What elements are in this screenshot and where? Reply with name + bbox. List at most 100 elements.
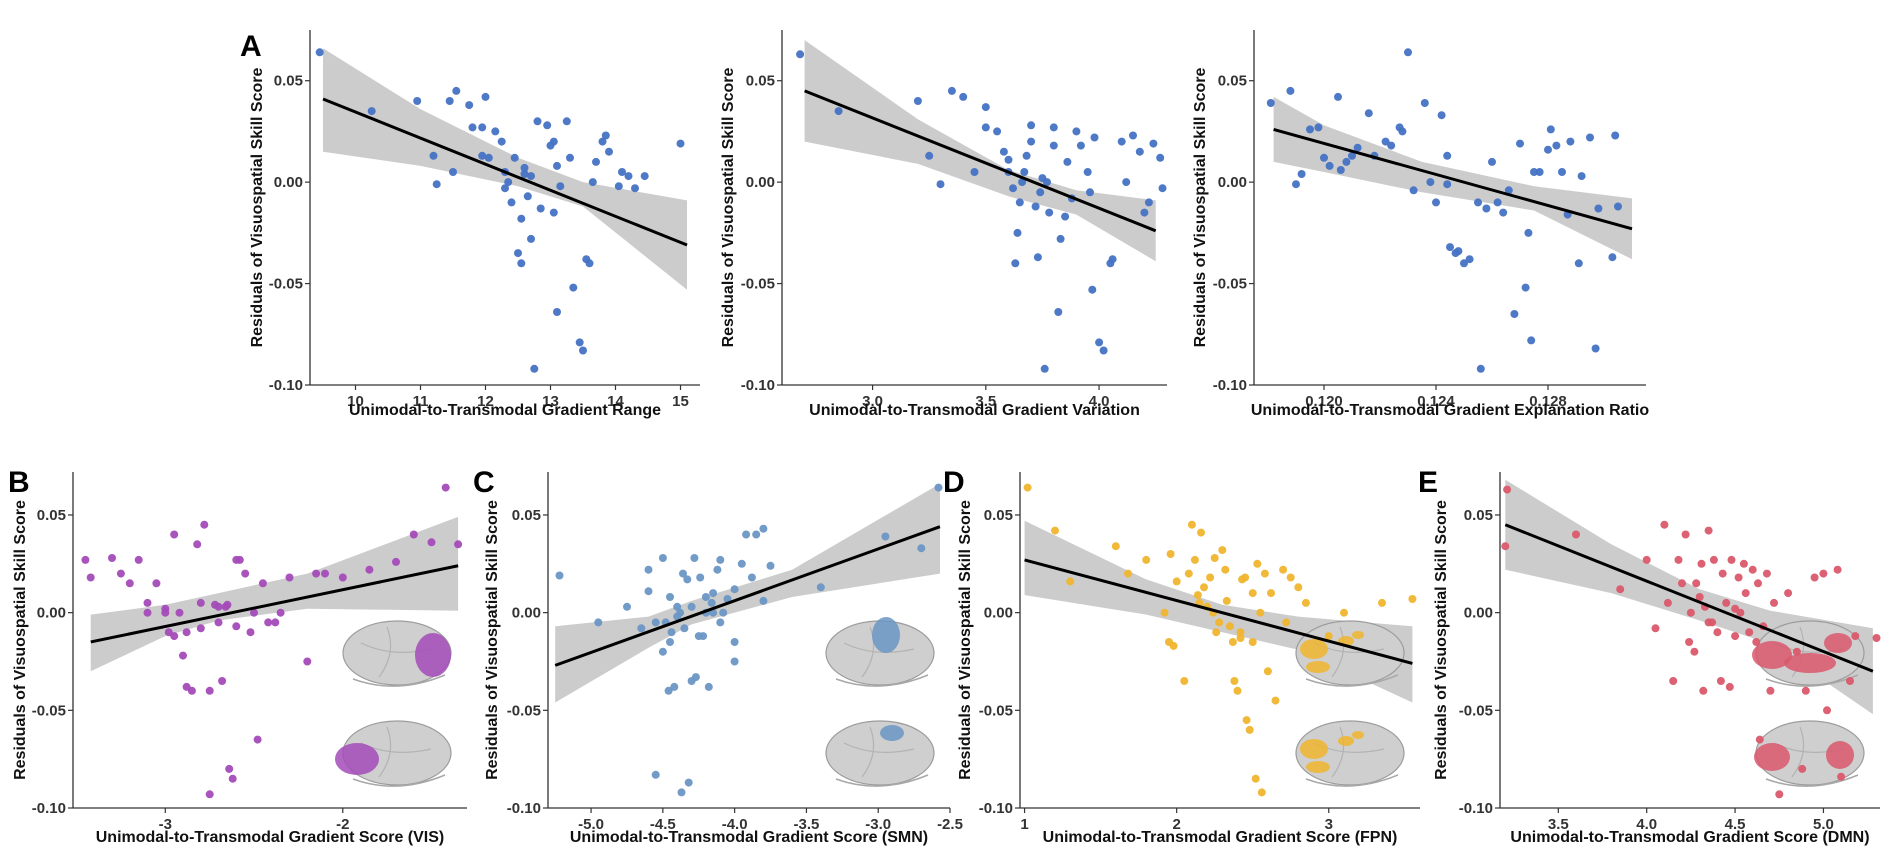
data-point bbox=[1591, 344, 1600, 353]
data-point bbox=[1251, 774, 1260, 783]
data-point bbox=[196, 624, 205, 633]
panel-4: 0.05 0.00 -0.05 -0.10 -3 -2Unimodal-to-Transm… bbox=[8, 466, 467, 846]
data-point bbox=[1045, 208, 1054, 217]
data-point bbox=[1504, 186, 1513, 195]
data-point bbox=[1404, 48, 1412, 57]
data-point bbox=[1140, 208, 1149, 217]
data-point bbox=[1256, 608, 1265, 617]
data-point bbox=[1225, 622, 1234, 631]
data-point bbox=[1681, 530, 1690, 539]
data-point bbox=[752, 530, 761, 539]
data-point bbox=[1122, 178, 1131, 187]
data-point bbox=[1398, 127, 1407, 136]
y-tick-label: 0.00 bbox=[512, 605, 541, 622]
data-point bbox=[429, 151, 438, 160]
data-point bbox=[468, 123, 477, 132]
brain-lateral-view bbox=[825, 617, 935, 687]
data-point bbox=[253, 735, 262, 744]
data-point bbox=[1770, 598, 1778, 607]
sulcus-line bbox=[1791, 626, 1805, 678]
data-point bbox=[644, 587, 653, 596]
data-point bbox=[1488, 157, 1496, 166]
x-tick-label: 3.0 bbox=[862, 393, 883, 410]
data-point bbox=[816, 583, 825, 592]
x-tick-label: 4.5 bbox=[1725, 816, 1746, 833]
data-point bbox=[1086, 188, 1094, 197]
data-point bbox=[533, 117, 542, 126]
data-point bbox=[677, 788, 686, 797]
data-point bbox=[1156, 153, 1165, 162]
data-point bbox=[1236, 634, 1245, 642]
data-point bbox=[1180, 677, 1189, 685]
data-point bbox=[465, 101, 474, 110]
panel-6: 0.05 0.00 -0.05 -0.10 1 2 3Unimodal-to-Transmo… bbox=[943, 466, 1420, 846]
data-point bbox=[1851, 632, 1860, 641]
panel-2: 0.05 0.00 -0.05 -0.10 3.0 3.5 4.0Unimodal-to-T… bbox=[720, 30, 1167, 419]
x-tick-label: 5.0 bbox=[1813, 816, 1834, 833]
data-point bbox=[1754, 579, 1762, 588]
data-point bbox=[687, 602, 696, 611]
data-point bbox=[312, 569, 321, 578]
data-point bbox=[1222, 596, 1231, 605]
y-tick-label: -0.05 bbox=[507, 702, 541, 719]
cerebellum-line bbox=[835, 774, 929, 787]
data-point bbox=[1043, 178, 1051, 187]
data-point bbox=[1713, 628, 1722, 637]
data-point bbox=[1727, 555, 1736, 564]
data-point bbox=[1692, 579, 1701, 588]
data-point bbox=[1286, 86, 1295, 95]
data-point bbox=[1387, 141, 1396, 150]
data-point bbox=[1741, 589, 1750, 598]
data-point bbox=[1233, 686, 1242, 695]
cerebellum-line bbox=[835, 674, 929, 687]
data-point bbox=[737, 559, 746, 568]
data-point bbox=[1614, 202, 1622, 211]
data-point bbox=[579, 346, 587, 355]
data-point bbox=[1704, 618, 1713, 627]
data-point bbox=[1745, 628, 1754, 637]
data-point bbox=[1437, 111, 1446, 120]
data-point bbox=[1129, 131, 1137, 140]
x-axis-title: Unimodal-to-Transmodal Gradient Score (F… bbox=[1043, 829, 1398, 846]
data-point bbox=[478, 151, 487, 160]
data-point bbox=[575, 338, 584, 347]
data-point bbox=[452, 86, 461, 95]
y-tick-label: -0.10 bbox=[507, 800, 541, 817]
data-point bbox=[1248, 638, 1257, 646]
data-point bbox=[673, 612, 682, 621]
y-tick-label: -0.05 bbox=[1213, 276, 1247, 293]
x-tick-label: 1 bbox=[1020, 816, 1028, 833]
data-point bbox=[666, 593, 674, 601]
data-point bbox=[1066, 577, 1075, 586]
data-point bbox=[205, 790, 214, 799]
data-point bbox=[1241, 573, 1250, 582]
data-point bbox=[514, 249, 522, 258]
data-point bbox=[730, 585, 739, 594]
data-point bbox=[187, 686, 196, 695]
data-point bbox=[1206, 573, 1215, 582]
data-point bbox=[1566, 137, 1575, 146]
data-point bbox=[1282, 618, 1291, 627]
data-point bbox=[585, 259, 594, 268]
data-point bbox=[549, 208, 558, 217]
data-point bbox=[1144, 198, 1153, 207]
data-point bbox=[1292, 180, 1300, 189]
data-point bbox=[427, 538, 436, 547]
data-point bbox=[658, 647, 667, 656]
data-point bbox=[713, 565, 722, 574]
brain-lateral-view bbox=[1295, 620, 1405, 687]
data-point bbox=[179, 651, 187, 660]
y-tick-label: -0.05 bbox=[1459, 702, 1493, 719]
y-axis-title: Residuals of Visuospatial Skill Score bbox=[720, 68, 737, 348]
data-point bbox=[264, 618, 273, 627]
data-point bbox=[1801, 686, 1810, 695]
data-point bbox=[1465, 255, 1474, 264]
data-point bbox=[592, 157, 600, 166]
data-point bbox=[449, 168, 457, 176]
data-point bbox=[1260, 569, 1269, 578]
data-point bbox=[303, 657, 312, 666]
data-point bbox=[478, 123, 487, 132]
data-point bbox=[225, 764, 234, 773]
data-point bbox=[200, 520, 209, 529]
data-point bbox=[624, 172, 633, 181]
